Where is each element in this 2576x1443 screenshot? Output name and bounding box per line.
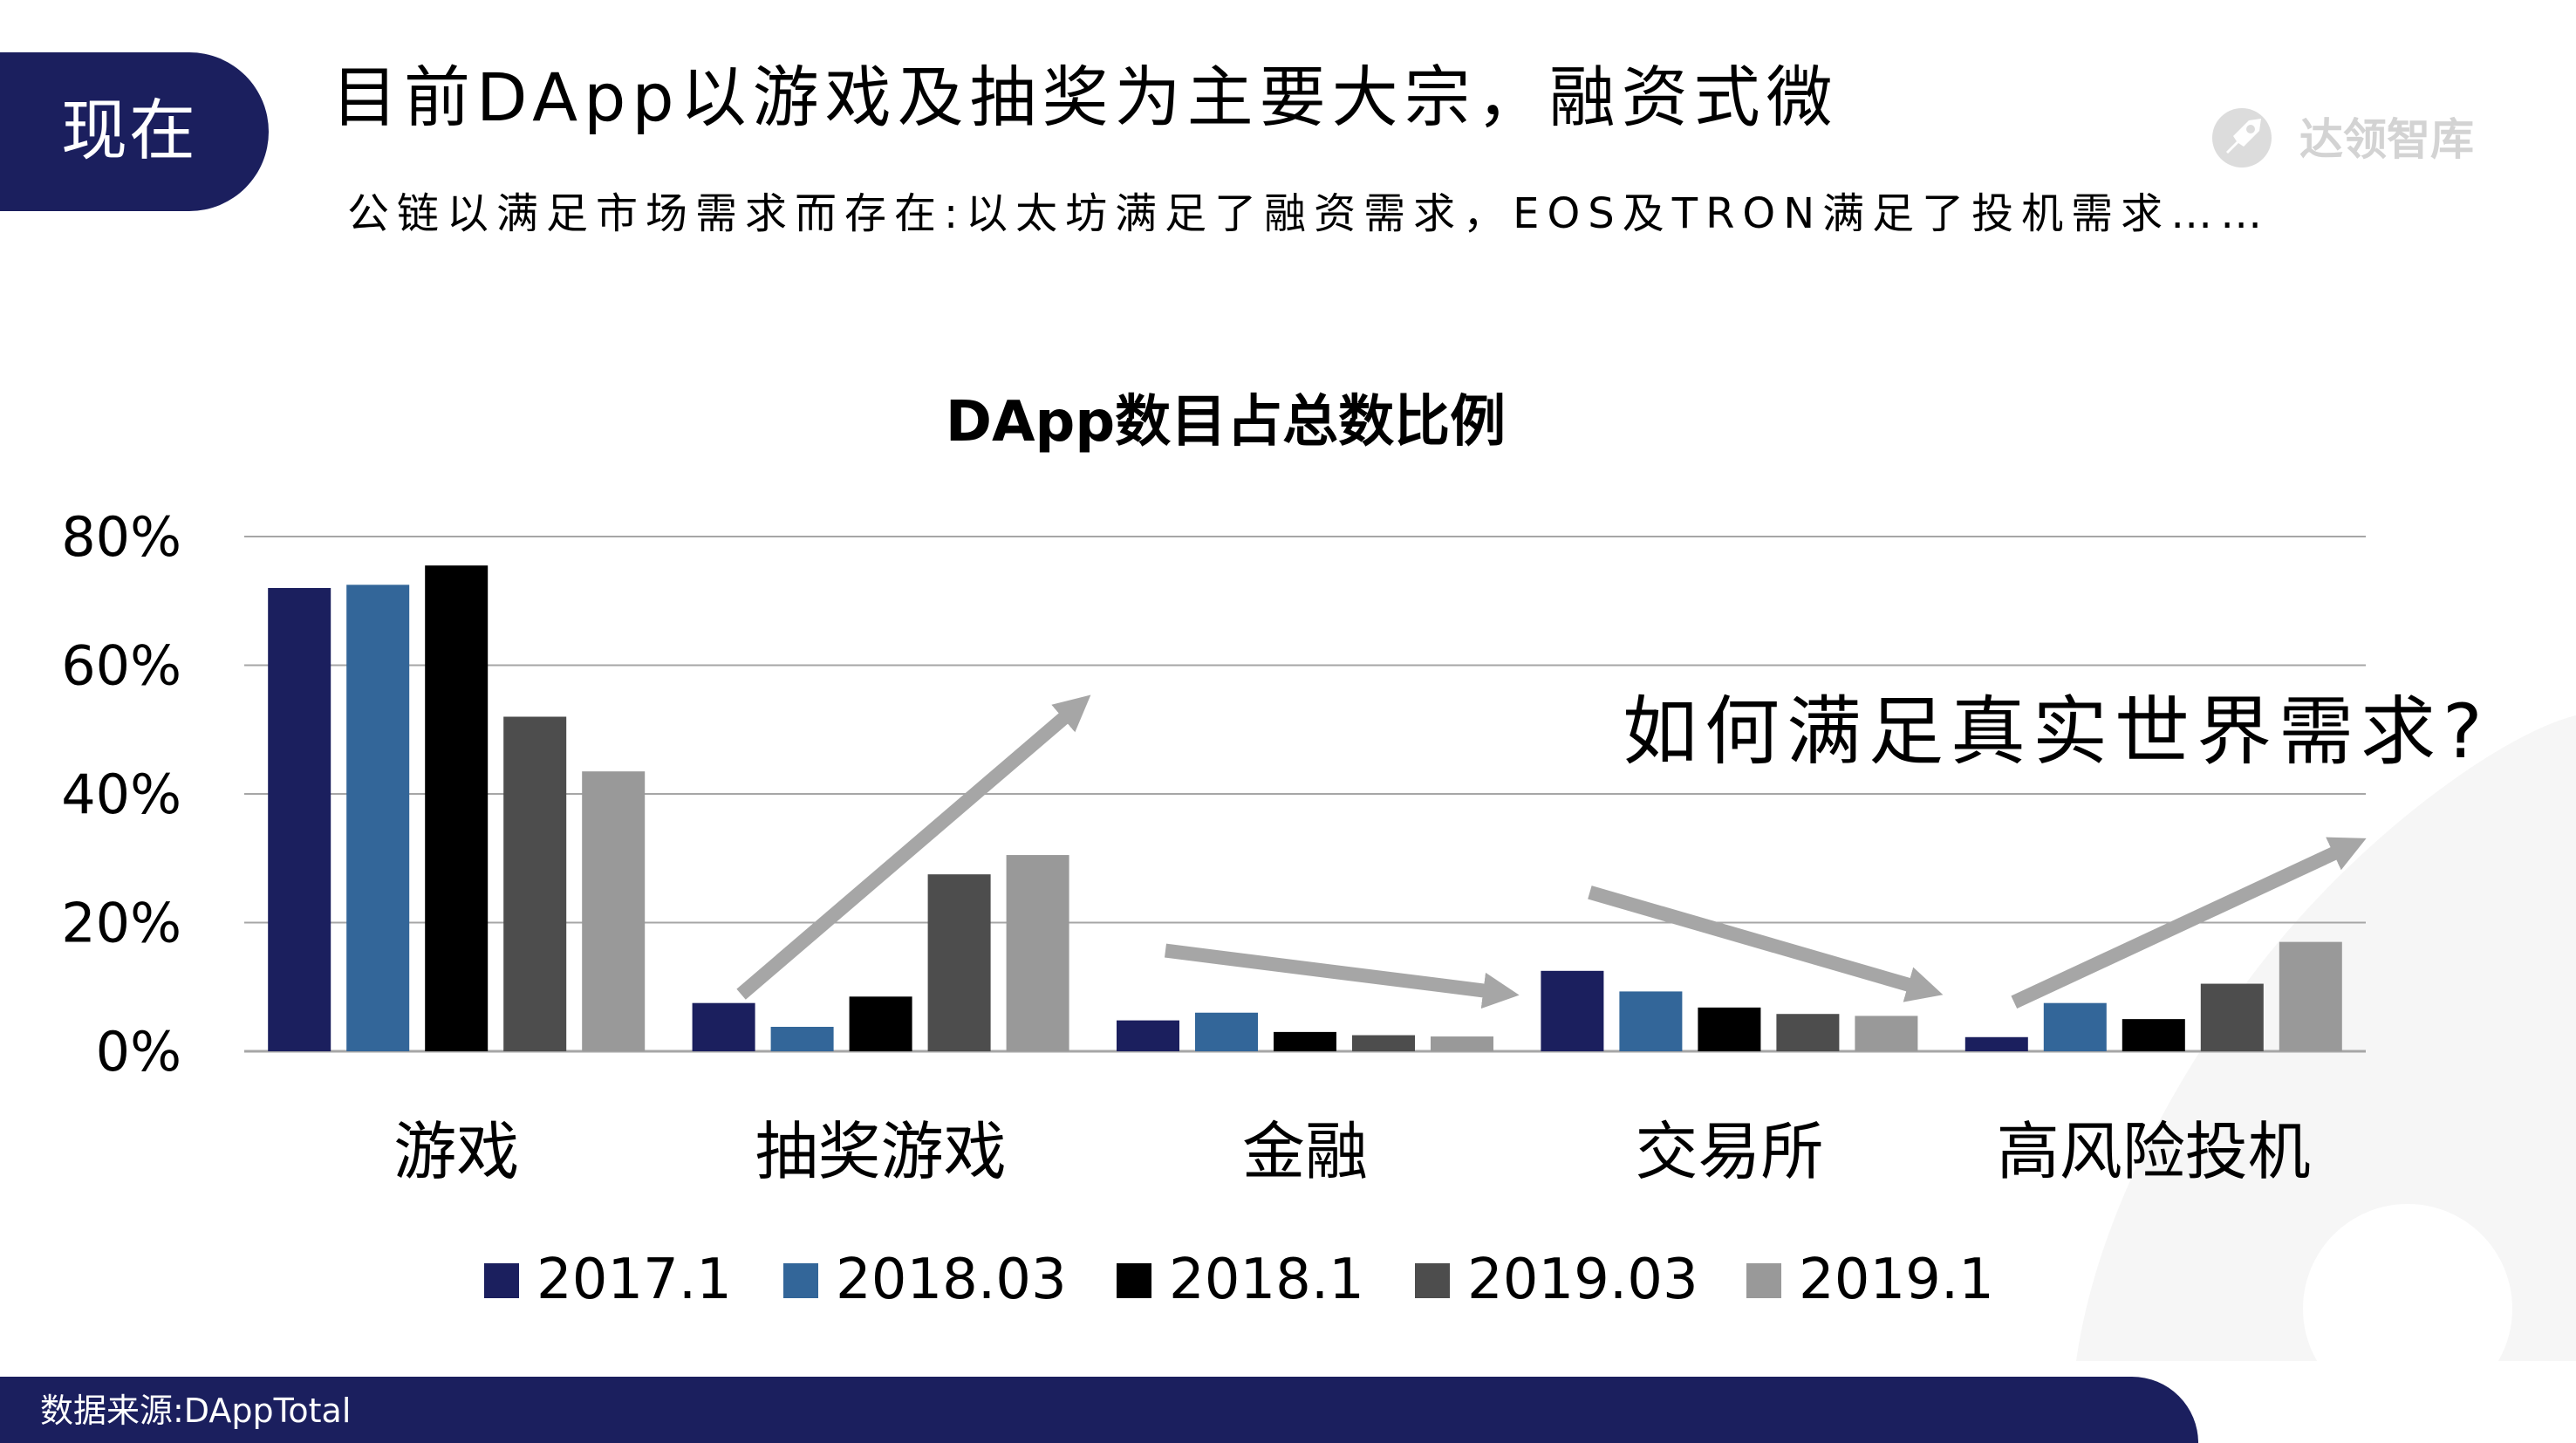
trend-arrow	[2011, 837, 2367, 1009]
bar	[346, 585, 410, 1051]
bar	[2043, 1002, 2107, 1051]
bar	[927, 874, 991, 1051]
y-tick-label: 60%	[61, 634, 181, 698]
bar	[1619, 991, 1683, 1051]
bar	[1431, 1036, 1493, 1051]
slide-headline: 目前DApp以游戏及抽奖为主要大宗，融资式微	[331, 58, 1839, 136]
y-tick-label: 0%	[96, 1020, 181, 1084]
bar	[1541, 970, 1604, 1051]
legend-label: 2019.1	[1799, 1248, 1994, 1312]
bar	[2122, 1019, 2185, 1051]
y-tick-label: 80%	[61, 505, 181, 569]
x-category-label: 游戏	[393, 1115, 519, 1188]
legend-swatch	[484, 1263, 519, 1298]
logo-text: 达领智库	[2299, 114, 2474, 165]
x-category-label: 金融	[1242, 1115, 1368, 1188]
slide-subline: 公链以满足市场需求而存在:以太坊满足了融资需求，EOS及TRON满足了投机需求……	[347, 189, 2271, 238]
bar	[268, 588, 331, 1051]
bar	[1776, 1014, 1840, 1051]
y-tick-label: 40%	[61, 763, 181, 826]
bar	[1964, 1036, 2028, 1051]
bar	[1006, 855, 1069, 1051]
legend-swatch	[783, 1263, 818, 1298]
legend-label: 2019.03	[1467, 1248, 1698, 1312]
chart-annotation: 如何满足真实世界需求?	[1623, 688, 2490, 776]
legend-label: 2018.1	[1169, 1248, 1364, 1312]
bar	[2279, 941, 2342, 1051]
section-tab-label: 现在	[61, 92, 197, 169]
trend-arrow	[1165, 943, 1520, 1009]
bar	[1352, 1035, 1415, 1051]
trend-arrow	[736, 694, 1091, 1000]
bar	[1195, 1012, 1258, 1051]
bar	[425, 565, 489, 1051]
section-tab	[0, 52, 269, 211]
legend-label: 2017.1	[536, 1248, 732, 1312]
footer-bar	[0, 1377, 2198, 1443]
bar	[582, 771, 646, 1051]
bar	[1274, 1031, 1336, 1051]
y-tick-label: 20%	[61, 892, 181, 955]
legend-swatch	[1117, 1263, 1151, 1298]
bar-chart: DApp数目占总数比例 0% 20% 40% 60% 80% 游戏 抽奖游戏 金融 交易所 高风险投…	[61, 390, 2490, 1312]
bar	[1698, 1007, 1761, 1051]
bar	[2200, 983, 2264, 1051]
legend-swatch	[1415, 1263, 1450, 1298]
rocket-icon	[2212, 108, 2272, 168]
data-source-label: 数据来源:DAppTotal	[40, 1392, 352, 1430]
bar	[770, 1026, 834, 1051]
chart-title: DApp数目占总数比例	[946, 390, 1506, 455]
trend-arrow	[1588, 886, 1944, 1002]
legend-label: 2018.03	[836, 1248, 1067, 1312]
bar	[1855, 1016, 1918, 1051]
bar	[1117, 1020, 1179, 1051]
bar	[692, 1002, 755, 1051]
bar	[849, 996, 912, 1051]
legend-swatch	[1746, 1263, 1781, 1298]
bar	[503, 716, 567, 1051]
x-category-label: 抽奖游戏	[755, 1115, 1007, 1188]
x-category-label: 高风险投机	[1997, 1115, 2311, 1188]
x-category-label: 交易所	[1635, 1115, 1823, 1188]
